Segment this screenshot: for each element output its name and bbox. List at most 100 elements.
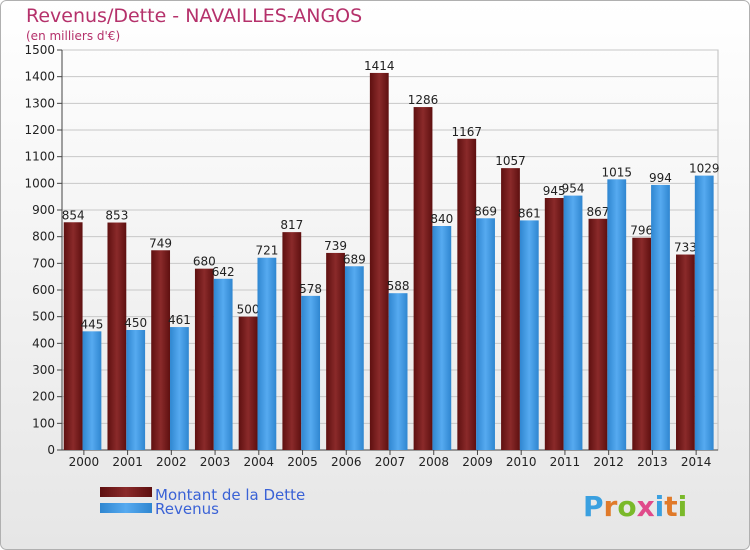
data-label-revenus: 588 — [387, 279, 410, 293]
y-tick-label: 700 — [32, 256, 55, 270]
x-tick-label: 2014 — [681, 455, 712, 469]
bar-dette — [457, 138, 477, 451]
bar-dette — [501, 168, 520, 450]
data-label-revenus: 994 — [649, 171, 672, 185]
data-label-dette: 1167 — [451, 125, 482, 139]
y-tick-label: 1000 — [24, 176, 55, 190]
data-label-revenus: 461 — [168, 313, 191, 327]
y-tick-label: 800 — [32, 230, 55, 244]
bar-dette — [194, 268, 214, 450]
y-tick-label: 600 — [32, 283, 55, 297]
y-tick-label: 0 — [47, 443, 55, 457]
bar-revenus — [694, 175, 714, 450]
bar-dette — [238, 316, 258, 450]
bar-revenus — [519, 220, 539, 450]
data-label-dette: 680 — [193, 255, 216, 269]
y-tick-label: 1400 — [24, 70, 55, 84]
data-label-dette: 733 — [674, 241, 697, 255]
data-label-dette: 853 — [105, 209, 128, 223]
bar-revenus — [476, 218, 495, 450]
legend-label-revenus: Revenus — [155, 500, 219, 518]
y-tick-label: 400 — [32, 336, 55, 350]
legend-label-debt: Montant de la Dette — [155, 486, 305, 504]
x-tick-label: 2007 — [375, 455, 406, 469]
data-label-dette: 867 — [586, 205, 609, 219]
bar-dette — [63, 222, 83, 450]
data-label-dette: 1057 — [495, 154, 526, 168]
bar-revenus — [607, 179, 627, 451]
y-tick-label: 200 — [32, 390, 55, 404]
bar-dette — [413, 107, 433, 451]
data-label-revenus: 450 — [124, 316, 147, 330]
bar-dette — [632, 237, 652, 450]
bar-revenus — [651, 184, 670, 450]
data-label-revenus: 861 — [518, 206, 541, 220]
bar-revenus — [563, 195, 583, 450]
bar-dette — [676, 254, 695, 450]
bar-revenus — [257, 257, 277, 450]
data-label-revenus: 445 — [81, 317, 104, 331]
x-tick-label: 2010 — [506, 455, 537, 469]
x-tick-label: 2003 — [200, 455, 231, 469]
x-tick-label: 2008 — [418, 455, 449, 469]
y-tick-label: 1500 — [24, 43, 55, 57]
chart-subtitle: (en milliers d'€) — [26, 29, 120, 43]
data-label-revenus: 642 — [212, 265, 235, 279]
data-label-revenus: 840 — [430, 212, 453, 226]
data-label-revenus: 869 — [474, 204, 497, 218]
bar-revenus — [432, 226, 452, 450]
proxiti-logo: Proxiti — [583, 490, 687, 523]
chart-title: Revenus/Dette - NAVAILLES-ANGOS — [26, 5, 362, 27]
bar-revenus — [301, 295, 321, 450]
data-label-dette: 1286 — [408, 93, 439, 107]
y-tick-label: 1200 — [24, 123, 55, 137]
bar-revenus — [213, 278, 233, 450]
y-tick-label: 100 — [32, 416, 55, 430]
legend-swatch-debt — [100, 487, 152, 497]
bar-revenus — [388, 293, 408, 450]
x-tick-label: 2013 — [637, 455, 668, 469]
x-tick-label: 2009 — [462, 455, 493, 469]
x-tick-label: 2012 — [593, 455, 624, 469]
bar-dette — [588, 218, 608, 450]
x-tick-label: 2000 — [69, 455, 100, 469]
y-tick-label: 900 — [32, 203, 55, 217]
data-label-revenus: 954 — [562, 182, 585, 196]
data-label-dette: 817 — [280, 218, 303, 232]
y-tick-label: 1300 — [24, 96, 55, 110]
data-label-dette: 945 — [543, 184, 566, 198]
data-label-dette: 854 — [62, 208, 85, 222]
data-label-dette: 500 — [237, 303, 260, 317]
data-label-revenus: 689 — [343, 252, 366, 266]
x-tick-label: 2006 — [331, 455, 362, 469]
data-label-revenus: 1029 — [689, 162, 720, 176]
bar-dette — [107, 222, 127, 450]
bar-revenus — [170, 327, 189, 450]
y-tick-label: 500 — [32, 310, 55, 324]
x-tick-label: 2004 — [244, 455, 275, 469]
bar-dette — [151, 250, 171, 450]
data-label-revenus: 1015 — [601, 165, 632, 179]
legend: Montant de la Dette Revenus — [100, 486, 305, 518]
data-label-revenus: 578 — [299, 282, 322, 296]
bar-dette — [544, 198, 564, 450]
x-tick-label: 2005 — [287, 455, 318, 469]
data-label-dette: 739 — [324, 239, 347, 253]
bar-dette — [369, 72, 389, 450]
bar-revenus — [344, 266, 364, 450]
plot-area: 0 100 200 300 400 500 600 700 800 900 1000 1100 1200… — [24, 43, 719, 469]
data-label-revenus: 721 — [255, 244, 278, 258]
bar-revenus — [82, 331, 102, 450]
proxiti-logo-text: Proxiti — [583, 490, 687, 523]
x-tick-label: 2001 — [112, 455, 143, 469]
data-label-dette: 749 — [149, 236, 172, 250]
data-label-dette: 1414 — [364, 59, 395, 73]
y-tick-label: 1100 — [24, 150, 55, 164]
bar-dette — [326, 252, 345, 450]
y-tick-label: 300 — [32, 363, 55, 377]
legend-swatch-revenus — [100, 503, 152, 513]
bar-dette — [282, 232, 302, 450]
x-tick-label: 2011 — [550, 455, 581, 469]
